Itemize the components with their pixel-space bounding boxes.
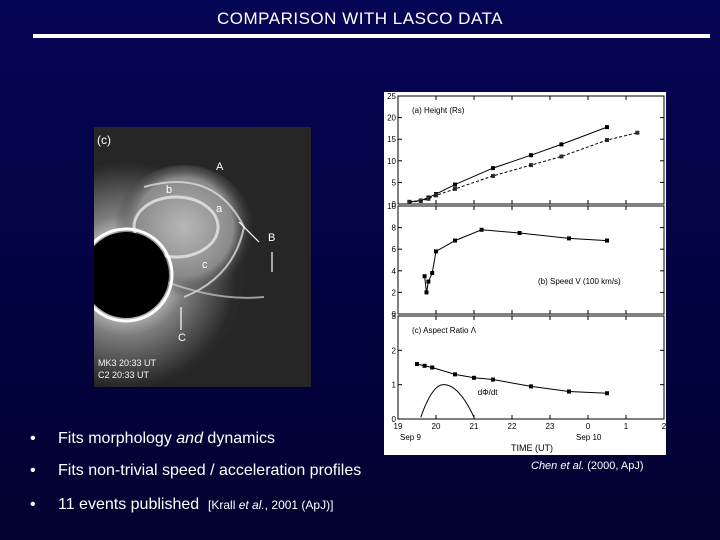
title-underline (33, 34, 710, 38)
credit-author: Chen et al. (531, 460, 585, 472)
series-line (409, 126, 608, 203)
bullet-marker: • (30, 496, 36, 513)
plot-panel-frame (397, 95, 665, 205)
y-tick-label: 2 (392, 288, 397, 297)
y-tick-label: 20 (387, 114, 396, 123)
bullet-text: 11 events published [Krall et al., 2001 … (58, 496, 333, 514)
figure-credit: Chen et al. (2000, ApJ) (531, 460, 644, 472)
bullet-text: Fits non-trivial speed / acceleration pr… (58, 462, 362, 479)
y-tick-label: 8 (392, 224, 397, 233)
data-point (415, 362, 419, 367)
curve-label: dΦ/dt (478, 388, 499, 397)
x-tick-label: 0 (586, 422, 591, 431)
bullet-text-main: 11 events published (58, 496, 200, 513)
panel-label: (c) Aspect Ratio Λ (412, 326, 477, 335)
time-series-plot: 0 5 10 15 20 25 (a) Height (Rs) 0 2 4 6 8 10 (b) Spee… (384, 92, 667, 455)
y-tick-label: 4 (392, 267, 397, 276)
y-tick-label: 2 (392, 346, 397, 355)
bullet-marker: • (30, 462, 36, 479)
date-label-right: Sep 10 (576, 433, 602, 442)
lasco-image: (c) A b a B c C MK3 20:33 UT C2 20:33 UT (94, 127, 311, 387)
bullet-text: Fits morphology and dynamics (58, 430, 275, 448)
data-point (559, 154, 564, 159)
lasco-image-art (94, 127, 311, 387)
slide-title: COMPARISON WITH LASCO DATA (217, 9, 503, 28)
panel-label: (b) Speed V (100 km/s) (538, 277, 621, 286)
x-axis-title: TIME (UT) (511, 443, 553, 453)
bullet-text-after: dynamics (202, 430, 275, 447)
y-tick-label: 6 (392, 245, 397, 254)
panel-label: (a) Height (Rs) (412, 106, 465, 115)
label-a: a (216, 203, 223, 215)
bullet-marker: • (30, 430, 36, 447)
citation: [Krall et al., 2001 (ApJ)] (208, 498, 333, 512)
y-tick-label: 1 (392, 381, 397, 390)
label-C: C (178, 332, 186, 344)
y-tick-label: 0 (392, 415, 397, 424)
x-tick-label: 21 (470, 422, 479, 431)
label-c: c (202, 259, 208, 271)
y-tick-label: 10 (387, 202, 396, 211)
x-tick-label: 22 (508, 422, 517, 431)
y-tick-label: 10 (387, 157, 396, 166)
x-tick-label: 23 (546, 422, 555, 431)
data-point (635, 130, 640, 135)
plot-panel-frame (397, 205, 665, 315)
series-line (416, 363, 608, 394)
label-b: b (166, 184, 173, 196)
bullet-text-italic: and (176, 430, 203, 447)
y-tick-label: 15 (387, 135, 396, 144)
plot-panel-frame (397, 315, 665, 420)
image-panel-label: (c) (97, 133, 111, 147)
series-line (424, 229, 608, 293)
citation-post: , 2001 (ApJ)] (264, 498, 334, 512)
y-tick-label: 0 (392, 310, 397, 319)
citation-italic: et al. (238, 498, 265, 512)
y-tick-label: 5 (392, 178, 397, 187)
citation-pre: [Krall (208, 498, 239, 512)
time-label-c2: C2 20:33 UT (98, 370, 150, 380)
data-point (426, 196, 431, 201)
y-tick-label: 25 (387, 92, 396, 101)
x-tick-label: 2 (662, 422, 666, 431)
x-tick-label: 1 (624, 422, 629, 431)
bullet-text-before: Fits morphology (58, 430, 177, 447)
time-label-mk3: MK3 20:33 UT (98, 358, 157, 368)
x-tick-label: 20 (432, 422, 441, 431)
dphi-dt-curve (420, 384, 475, 418)
label-B: B (268, 232, 276, 244)
date-label-left: Sep 9 (400, 433, 421, 442)
series-line (409, 132, 638, 203)
x-tick-label: 19 (394, 422, 403, 431)
credit-rest: (2000, ApJ) (584, 460, 644, 472)
y-tick-label: 0 (392, 200, 397, 209)
y-tick-label: 3 (392, 312, 397, 321)
label-A: A (216, 161, 224, 173)
